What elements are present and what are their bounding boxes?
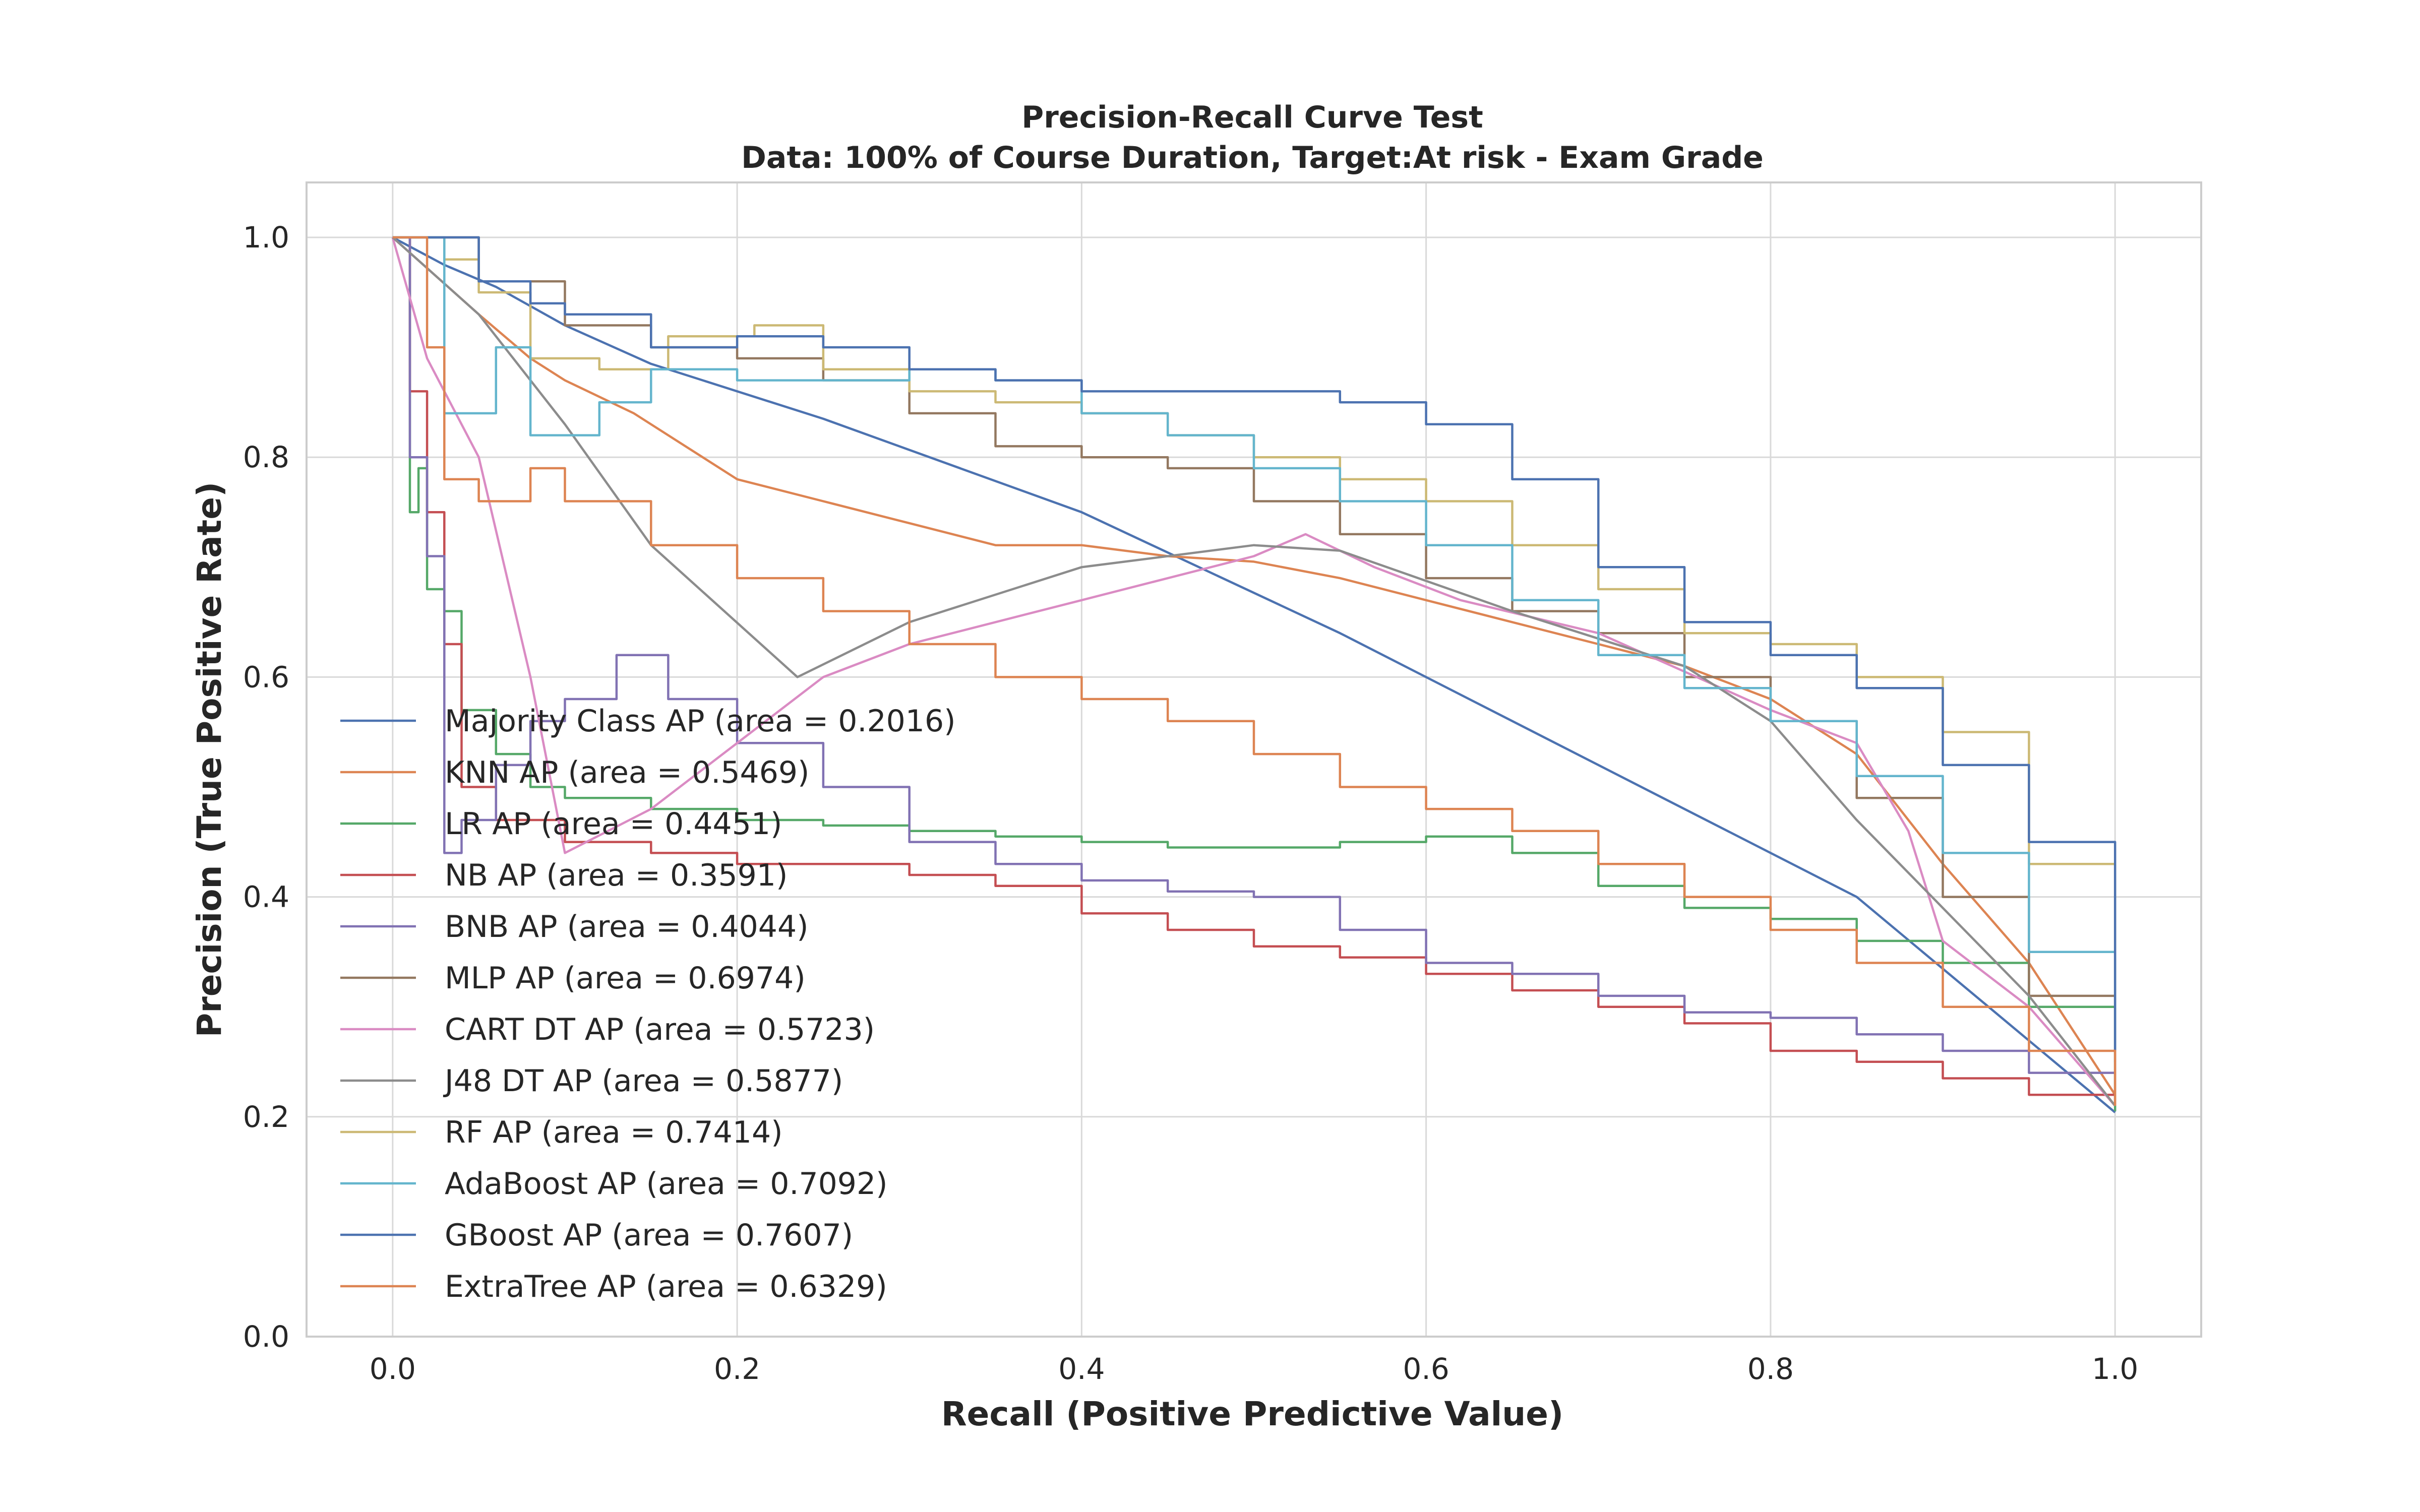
series-line-5: [392, 236, 2116, 1106]
x-tick-label: 0.8: [1747, 1352, 1794, 1386]
legend-entry: BNB AP (area = 0.4044): [340, 909, 809, 944]
legend-entry: NB AP (area = 0.3591): [340, 858, 788, 893]
series-line-12: [392, 236, 2116, 1106]
chart-title-line-1: Precision-Recall Curve Test: [1021, 100, 1483, 135]
legend-entry: Majority Class AP (area = 0.2016): [340, 704, 956, 739]
y-tick-label: 0.6: [243, 660, 289, 694]
y-tick-label: 0.0: [243, 1319, 289, 1354]
series-line-7: [391, 237, 2116, 1107]
y-tick-label: 0.8: [243, 440, 289, 474]
legend-entry: ExtraTree AP (area = 0.6329): [340, 1269, 887, 1304]
y-tick-label: 1.0: [243, 220, 289, 255]
chart-title-line-2: Data: 100% of Course Duration, Target:At…: [741, 140, 1764, 175]
x-tick-label: 0.0: [370, 1352, 416, 1386]
legend-label: KNN AP (area = 0.5469): [445, 755, 809, 790]
legend-label: MLP AP (area = 0.6974): [445, 961, 806, 996]
y-ticks: 0.0 0.2 0.4 0.6 0.8 1.0: [243, 220, 289, 1354]
x-tick-label: 0.2: [714, 1352, 760, 1386]
legend: Majority Class AP (area = 0.2016) KNN AP …: [340, 704, 956, 1304]
legend-entry: AdaBoost AP (area = 0.7092): [340, 1166, 888, 1202]
y-tick-label: 0.2: [243, 1100, 289, 1134]
series-lines: [391, 236, 2116, 1113]
legend-entry: LR AP (area = 0.4451): [340, 806, 782, 842]
x-axis-label: Recall (Positive Predictive Value): [941, 1395, 1563, 1433]
legend-label: ExtraTree AP (area = 0.6329): [445, 1269, 887, 1304]
legend-entry: J48 DT AP (area = 0.5877): [340, 1063, 843, 1099]
series-line-10: [392, 236, 2116, 1095]
x-ticks: 0.0 0.2 0.4 0.6 0.8 1.0: [370, 1352, 2139, 1386]
x-tick-label: 0.4: [1058, 1352, 1105, 1386]
x-tick-label: 1.0: [2092, 1352, 2138, 1386]
y-axis-label: Precision (True Positive Rate): [190, 482, 229, 1037]
legend-label: Majority Class AP (area = 0.2016): [445, 704, 956, 739]
legend-label: NB AP (area = 0.3591): [445, 858, 788, 893]
series-line-8: [392, 236, 2116, 1107]
legend-label: J48 DT AP (area = 0.5877): [443, 1063, 843, 1099]
y-tick-label: 0.4: [243, 880, 289, 914]
legend-entry: RF AP (area = 0.7414): [340, 1115, 783, 1150]
legend-entry: CART DT AP (area = 0.5723): [340, 1012, 875, 1047]
series-line-11: [392, 236, 2116, 1062]
legend-label: GBoost AP (area = 0.7607): [445, 1218, 853, 1253]
series-line-4: [392, 236, 2116, 1106]
legend-entry: GBoost AP (area = 0.7607): [340, 1218, 853, 1253]
legend-entry: MLP AP (area = 0.6974): [340, 961, 806, 996]
x-tick-label: 0.6: [1403, 1352, 1449, 1386]
legend-label: LR AP (area = 0.4451): [445, 806, 782, 842]
legend-label: RF AP (area = 0.7414): [445, 1115, 783, 1150]
legend-label: BNB AP (area = 0.4044): [445, 909, 809, 944]
plot-frame: [306, 181, 2202, 1338]
legend-label: AdaBoost AP (area = 0.7092): [445, 1166, 888, 1202]
legend-label: CART DT AP (area = 0.5723): [445, 1012, 875, 1047]
legend-entry: KNN AP (area = 0.5469): [340, 755, 809, 790]
